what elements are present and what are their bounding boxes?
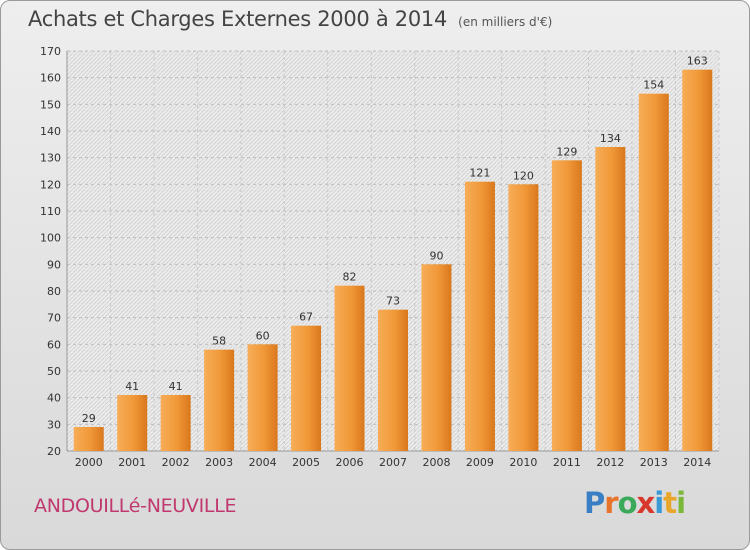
logo-letter: i — [676, 486, 686, 520]
x-tick-label: 2011 — [553, 456, 581, 469]
y-tick-label: 40 — [47, 392, 61, 405]
logo-letter: r — [604, 486, 618, 520]
commune-name: ANDOUILLé-NEUVILLE — [34, 495, 237, 517]
bar-2010 — [508, 184, 539, 452]
y-tick-label: 130 — [40, 152, 61, 165]
bar-2000 — [73, 427, 104, 451]
y-tick-label: 120 — [40, 178, 61, 191]
x-tick-label: 2001 — [118, 456, 146, 469]
y-tick-label: 170 — [40, 45, 61, 58]
y-tick-label: 60 — [47, 338, 61, 351]
bar-2013 — [638, 93, 669, 452]
y-tick-label: 110 — [40, 205, 61, 218]
x-tick-label: 2009 — [466, 456, 494, 469]
logo-letter: P — [584, 486, 605, 520]
logo-letter: i — [654, 486, 664, 520]
bar-2005 — [291, 325, 322, 451]
bar-2007 — [378, 309, 408, 451]
x-tick-label: 2005 — [292, 456, 320, 469]
chart-subtitle: (en milliers d'€) — [458, 15, 553, 29]
x-tick-label: 2014 — [683, 456, 711, 469]
bar-2002 — [160, 395, 191, 451]
bar-2012 — [595, 147, 626, 451]
bar-2009 — [464, 181, 495, 451]
title-row: Achats et Charges Externes 2000 à 2014 (… — [28, 7, 552, 31]
x-tick-label: 2010 — [509, 456, 537, 469]
value-label: 60 — [256, 329, 270, 342]
x-tick-label: 2002 — [162, 456, 190, 469]
value-label: 134 — [600, 132, 621, 145]
bar-2001 — [117, 395, 148, 451]
y-tick-label: 50 — [47, 365, 61, 378]
value-label: 154 — [643, 79, 664, 92]
y-tick-label: 80 — [47, 285, 61, 298]
logo-letter: x — [636, 486, 656, 520]
y-tick-label: 100 — [40, 232, 61, 245]
x-tick-label: 2008 — [422, 456, 450, 469]
value-label: 67 — [299, 311, 313, 324]
value-label: 58 — [212, 335, 226, 348]
logo-letter: o — [617, 486, 638, 520]
y-tick-label: 150 — [40, 98, 61, 111]
x-tick-label: 2003 — [205, 456, 233, 469]
y-tick-label: 20 — [47, 445, 61, 458]
bar-2006 — [334, 285, 365, 451]
y-tick-label: 140 — [40, 125, 61, 138]
value-label: 73 — [386, 295, 400, 308]
y-tick-label: 90 — [47, 258, 61, 271]
value-label: 29 — [82, 412, 96, 425]
value-label: 163 — [687, 55, 708, 68]
bar-2008 — [421, 264, 452, 451]
value-label: 129 — [556, 145, 577, 158]
y-tick-label: 160 — [40, 72, 61, 85]
value-label: 82 — [343, 271, 357, 284]
proxiti-logo: Proxiti — [584, 486, 686, 520]
x-tick-label: 2006 — [336, 456, 364, 469]
value-label: 90 — [429, 249, 443, 262]
logo-letter: t — [663, 486, 677, 520]
bar-2014 — [682, 69, 713, 452]
value-label: 120 — [513, 169, 534, 182]
chart-title: Achats et Charges Externes 2000 à 2014 — [28, 7, 448, 31]
value-label: 41 — [125, 380, 139, 393]
y-tick-label: 70 — [47, 312, 61, 325]
value-label: 41 — [169, 380, 183, 393]
x-tick-label: 2004 — [249, 456, 277, 469]
x-tick-label: 2013 — [640, 456, 668, 469]
bar-2011 — [551, 160, 582, 452]
value-label: 121 — [469, 167, 490, 180]
x-tick-label: 2007 — [379, 456, 407, 469]
x-tick-label: 2000 — [75, 456, 103, 469]
x-tick-label: 2012 — [596, 456, 624, 469]
y-tick-label: 30 — [47, 418, 61, 431]
bar-2003 — [204, 349, 235, 451]
bar-2004 — [247, 344, 278, 451]
